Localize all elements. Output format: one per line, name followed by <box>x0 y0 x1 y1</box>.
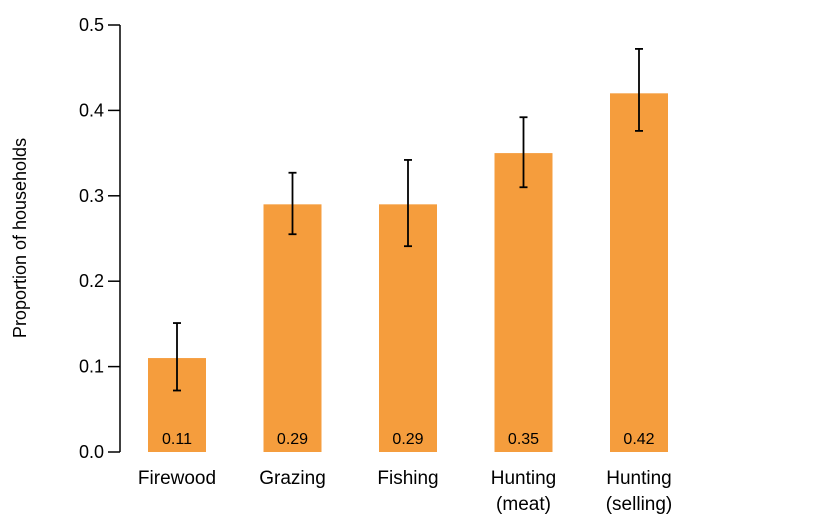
data-label: 0.11 <box>162 431 192 448</box>
data-label: 0.29 <box>392 431 423 448</box>
error-bars <box>173 48 643 392</box>
x-category-label: Fishing <box>377 468 438 489</box>
data-labels: 0.11 0.29 0.29 0.35 0.42 <box>162 431 655 448</box>
y-axis-ticks: 0.0 0.1 0.2 0.3 0.4 0.5 <box>79 15 120 462</box>
bar <box>610 93 668 452</box>
bars <box>148 93 668 452</box>
data-label: 0.35 <box>508 431 539 448</box>
data-label: 0.42 <box>623 431 654 448</box>
y-tick-label: 0.0 <box>79 442 104 462</box>
x-axis-labels: Firewood Grazing Fishing Hunting (meat) Hunti… <box>138 468 672 515</box>
x-category-label: Hunting (selling) <box>606 468 673 515</box>
y-tick-label: 0.3 <box>79 186 104 206</box>
bar <box>494 153 553 452</box>
bar <box>263 204 322 452</box>
x-category-label: Hunting (meat) <box>491 468 557 515</box>
x-category-label: Firewood <box>138 468 216 489</box>
y-tick-label: 0.5 <box>79 15 104 35</box>
data-label: 0.29 <box>277 431 308 448</box>
x-category-label: Grazing <box>259 468 326 489</box>
y-tick-label: 0.4 <box>79 100 104 120</box>
y-tick-label: 0.2 <box>79 271 104 291</box>
y-tick-label: 0.1 <box>79 357 104 377</box>
y-axis-label: Proportion of households <box>10 138 30 338</box>
